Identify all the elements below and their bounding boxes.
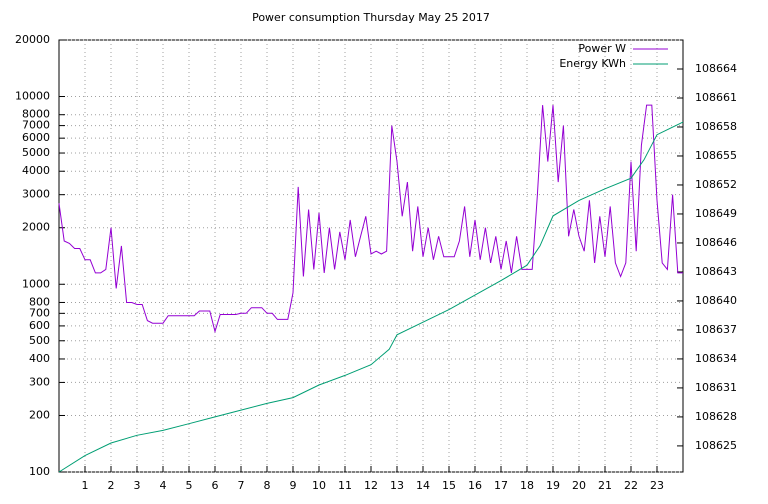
x-tick-label: 1	[82, 479, 89, 492]
y-tick-label: 4000	[22, 164, 50, 177]
y2-tick-label: 108637	[695, 323, 737, 336]
x-tick-label: 15	[442, 479, 456, 492]
y2-tick-label: 108643	[695, 265, 737, 278]
y-tick-label: 5000	[22, 146, 50, 159]
y-tick-label: 20000	[15, 33, 50, 46]
x-tick-label: 10	[312, 479, 326, 492]
y2-tick-label: 108661	[695, 91, 737, 104]
x-tick-label: 13	[390, 479, 404, 492]
x-tick-label: 18	[520, 479, 534, 492]
y2-tick-label: 108658	[695, 120, 737, 133]
y-tick-label: 10000	[15, 90, 50, 103]
x-tick-label: 3	[134, 479, 141, 492]
x-tick-label: 2	[108, 479, 115, 492]
y2-tick-label: 108634	[695, 352, 737, 365]
x-tick-label: 17	[494, 479, 508, 492]
series-line	[58, 104, 683, 334]
x-tick-label: 20	[572, 479, 586, 492]
x-tick-label: 12	[364, 479, 378, 492]
y2-tick-label: 108625	[695, 439, 737, 452]
x-tick-label: 21	[598, 479, 612, 492]
y-tick-label: 500	[29, 334, 50, 347]
y-tick-label: 600	[29, 319, 50, 332]
series-line	[58, 121, 684, 473]
y2-tick-label: 108646	[695, 236, 737, 249]
y2-tick-label: 108631	[695, 381, 737, 394]
y2-tick-label: 108640	[695, 294, 737, 307]
x-tick-label: 8	[264, 479, 271, 492]
y2-tick-label: 108628	[695, 410, 737, 423]
y-tick-label: 400	[29, 352, 50, 365]
x-tick-label: 5	[186, 479, 193, 492]
x-tick-label: 19	[546, 479, 560, 492]
y-tick-label: 300	[29, 375, 50, 388]
x-tick-label: 22	[624, 479, 638, 492]
x-tick-label: 9	[290, 479, 297, 492]
y-tick-label: 100	[29, 465, 50, 478]
chart-title: Power consumption Thursday May 25 2017	[252, 11, 490, 24]
x-tick-label: 6	[212, 479, 219, 492]
x-tick-label: 7	[238, 479, 245, 492]
x-tick-label: 14	[416, 479, 430, 492]
y2-tick-label: 108664	[695, 62, 737, 75]
y2-tick-label: 108649	[695, 207, 737, 220]
x-tick-label: 23	[650, 479, 664, 492]
y-tick-label: 200	[29, 408, 50, 421]
y-tick-label: 7000	[22, 119, 50, 132]
x-tick-label: 4	[160, 479, 167, 492]
legend-label: Energy KWh	[559, 57, 626, 70]
y2-tick-label: 108655	[695, 149, 737, 162]
y-tick-label: 8000	[22, 108, 50, 121]
y-tick-label: 6000	[22, 131, 50, 144]
y-tick-label: 700	[29, 306, 50, 319]
legend-label: Power W	[578, 42, 626, 55]
y-tick-label: 3000	[22, 188, 50, 201]
y-tick-label: 2000	[22, 221, 50, 234]
x-tick-label: 11	[338, 479, 352, 492]
x-tick-label: 16	[468, 479, 482, 492]
y-tick-label: 800	[29, 295, 50, 308]
y2-tick-label: 108652	[695, 178, 737, 191]
y-tick-label: 1000	[22, 277, 50, 290]
